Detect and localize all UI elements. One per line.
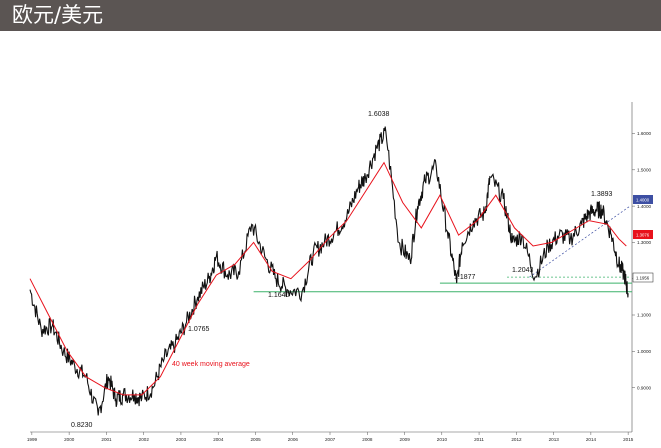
annotation-high-2014: 1.3893 xyxy=(591,191,613,198)
annotation-level-2003: 1.0765 xyxy=(188,326,210,333)
y-tick-label: 1.0000 xyxy=(637,349,651,354)
x-tick-label: 2001 xyxy=(101,437,112,442)
x-tick-label: 2007 xyxy=(325,437,336,442)
annotation-low-2000: 0.8230 xyxy=(71,422,93,429)
x-tick-label: 2000 xyxy=(64,437,75,442)
series-price-line xyxy=(29,126,629,416)
trendline xyxy=(529,205,631,278)
badge-blue xyxy=(633,195,653,204)
x-tick-label: 2004 xyxy=(213,437,224,442)
badge-red xyxy=(633,230,653,239)
annotation-high-2008: 1.6038 xyxy=(368,111,390,118)
page-title: 欧元/美元 xyxy=(12,3,104,27)
page-header: 欧元/美元 xyxy=(0,0,661,31)
y-tick-label: 1.6000 xyxy=(637,131,651,136)
badge-last-text: 1.1956 xyxy=(636,276,650,281)
x-tick-label: 2013 xyxy=(549,437,560,442)
x-tick-label: 2009 xyxy=(400,437,411,442)
badge-blue-text: 1.4000 xyxy=(636,198,650,203)
x-tick-label: 2011 xyxy=(474,437,484,442)
x-tick-label: 2002 xyxy=(139,437,150,442)
x-tick-label: 2014 xyxy=(586,437,597,442)
x-tick-label: 2008 xyxy=(362,437,373,442)
badge-red-text: 1.3076 xyxy=(636,233,650,238)
series-moving-average-line xyxy=(29,161,627,396)
y-tick-label: 1.3000 xyxy=(637,240,651,245)
x-tick-label: 2003 xyxy=(176,437,187,442)
x-tick-label: 2015 xyxy=(623,437,634,442)
y-tick-label: 0.9000 xyxy=(637,385,651,390)
y-tick-label: 1.1000 xyxy=(637,313,651,318)
annotation-low-2005: 1.1640 xyxy=(268,292,290,299)
y-tick-label: 1.4000 xyxy=(637,204,651,209)
x-tick-label: 2012 xyxy=(511,437,522,442)
annotation-low-2010: 1.1877 xyxy=(454,274,476,281)
x-tick-label: 2005 xyxy=(250,437,261,442)
x-tick-label: 2010 xyxy=(437,437,448,442)
badge-last xyxy=(632,272,654,283)
annotation-low-2012: 1.2043 xyxy=(512,267,534,274)
ma-label: 40 week moving average xyxy=(172,361,250,368)
x-tick-label: 1999 xyxy=(27,437,38,442)
x-tick-label: 2006 xyxy=(288,437,299,442)
y-tick-label: 1.5000 xyxy=(637,168,651,173)
